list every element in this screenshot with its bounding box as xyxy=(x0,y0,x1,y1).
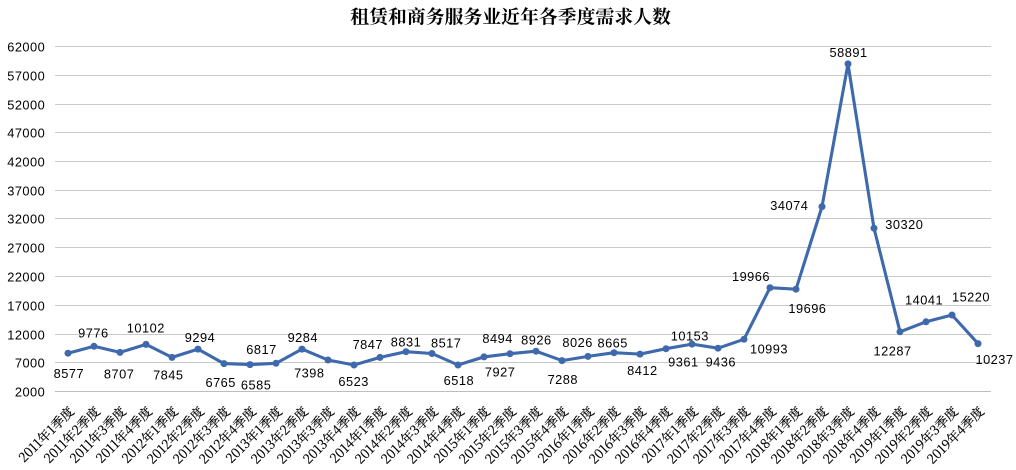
svg-text:19966: 19966 xyxy=(732,269,770,284)
svg-text:58891: 58891 xyxy=(830,45,868,60)
svg-text:47000: 47000 xyxy=(7,126,45,141)
svg-text:10237: 10237 xyxy=(975,352,1013,367)
svg-text:37000: 37000 xyxy=(7,184,45,199)
svg-text:8926: 8926 xyxy=(521,332,551,347)
svg-text:15220: 15220 xyxy=(952,290,990,305)
svg-text:7398: 7398 xyxy=(294,366,324,381)
svg-text:6585: 6585 xyxy=(241,377,271,392)
svg-text:6523: 6523 xyxy=(338,374,368,389)
svg-text:7927: 7927 xyxy=(485,364,515,379)
svg-text:9294: 9294 xyxy=(185,330,215,345)
svg-text:7847: 7847 xyxy=(353,337,383,352)
svg-text:9776: 9776 xyxy=(78,326,108,341)
svg-text:32000: 32000 xyxy=(7,212,45,227)
svg-text:6817: 6817 xyxy=(246,342,276,357)
svg-text:6518: 6518 xyxy=(444,373,474,388)
svg-text:8577: 8577 xyxy=(54,366,84,381)
svg-text:57000: 57000 xyxy=(7,69,45,84)
svg-text:52000: 52000 xyxy=(7,98,45,113)
svg-text:8707: 8707 xyxy=(104,367,134,382)
svg-text:19696: 19696 xyxy=(788,301,826,316)
svg-text:12000: 12000 xyxy=(7,328,45,343)
svg-text:2000: 2000 xyxy=(15,385,45,400)
svg-text:7000: 7000 xyxy=(15,356,45,371)
svg-text:34074: 34074 xyxy=(770,198,808,213)
svg-text:8517: 8517 xyxy=(431,336,461,351)
svg-text:7288: 7288 xyxy=(548,372,578,387)
svg-text:8026: 8026 xyxy=(562,335,592,350)
svg-text:6765: 6765 xyxy=(205,375,235,390)
svg-text:27000: 27000 xyxy=(7,241,45,256)
svg-text:17000: 17000 xyxy=(7,299,45,314)
svg-text:8494: 8494 xyxy=(482,331,512,346)
svg-text:10993: 10993 xyxy=(750,342,788,357)
svg-text:14041: 14041 xyxy=(905,293,943,308)
svg-text:10102: 10102 xyxy=(127,321,165,336)
svg-text:9436: 9436 xyxy=(706,354,736,369)
svg-text:8412: 8412 xyxy=(627,363,657,378)
svg-text:42000: 42000 xyxy=(7,155,45,170)
svg-text:9284: 9284 xyxy=(288,330,318,345)
svg-text:62000: 62000 xyxy=(7,40,45,55)
svg-text:8831: 8831 xyxy=(391,335,421,350)
svg-text:12287: 12287 xyxy=(874,344,912,359)
svg-text:30320: 30320 xyxy=(885,217,923,232)
svg-text:22000: 22000 xyxy=(7,270,45,285)
svg-text:7845: 7845 xyxy=(153,368,183,383)
svg-text:9361: 9361 xyxy=(668,354,698,369)
svg-text:8665: 8665 xyxy=(597,335,627,350)
svg-text:10153: 10153 xyxy=(671,329,709,344)
